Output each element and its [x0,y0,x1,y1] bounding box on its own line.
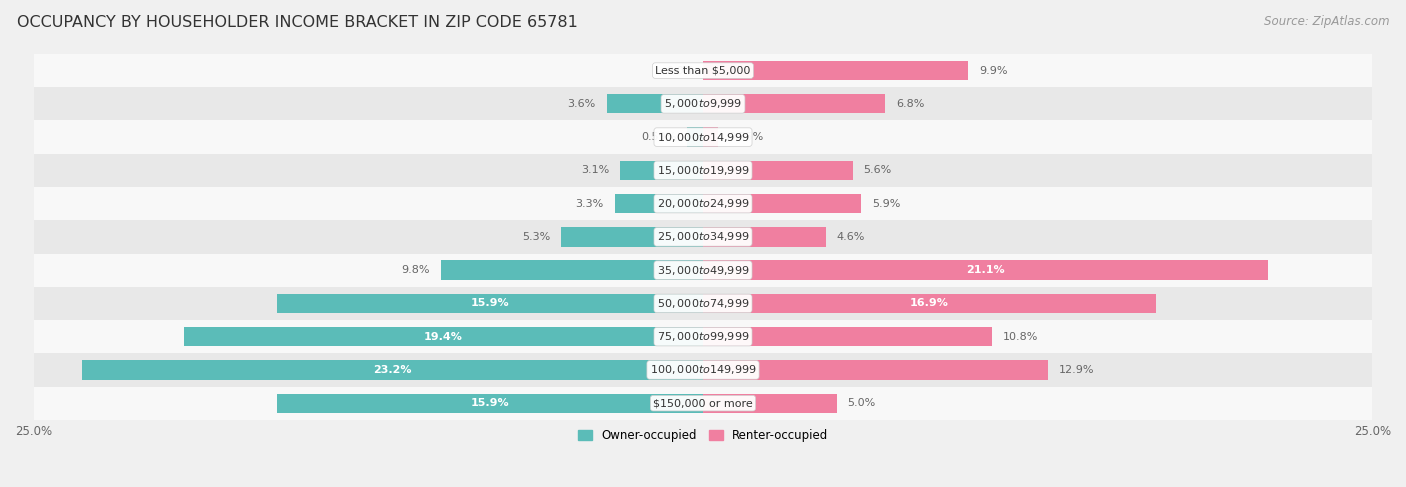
Bar [34,54,1372,87]
Text: 5.3%: 5.3% [522,232,550,242]
Bar [703,194,860,213]
Bar [34,154,1372,187]
Bar [34,120,1372,154]
Bar [34,87,1372,120]
Bar [34,287,1372,320]
Text: $10,000 to $14,999: $10,000 to $14,999 [657,131,749,144]
Bar [703,128,717,147]
Text: 19.4%: 19.4% [423,332,463,342]
Text: 9.9%: 9.9% [979,66,1007,75]
Bar [620,161,703,180]
Text: 0.55%: 0.55% [728,132,763,142]
Bar [703,61,969,80]
Text: 0.59%: 0.59% [641,132,676,142]
Bar [703,294,1156,313]
Text: 12.9%: 12.9% [1059,365,1095,375]
Text: 4.6%: 4.6% [837,232,865,242]
Bar [277,393,703,413]
Text: $20,000 to $24,999: $20,000 to $24,999 [657,197,749,210]
Bar [606,94,703,113]
Bar [34,320,1372,353]
Bar [703,393,837,413]
Bar [688,128,703,147]
Bar [34,353,1372,387]
Text: 6.8%: 6.8% [896,99,924,109]
Bar [440,261,703,280]
Text: $35,000 to $49,999: $35,000 to $49,999 [657,263,749,277]
Legend: Owner-occupied, Renter-occupied: Owner-occupied, Renter-occupied [572,424,834,447]
Text: $75,000 to $99,999: $75,000 to $99,999 [657,330,749,343]
Bar [184,327,703,346]
Text: 15.9%: 15.9% [471,398,509,408]
Bar [34,187,1372,220]
Text: Less than $5,000: Less than $5,000 [655,66,751,75]
Text: 5.9%: 5.9% [872,199,900,208]
Bar [82,360,703,379]
Text: 3.6%: 3.6% [568,99,596,109]
Bar [277,294,703,313]
Text: Source: ZipAtlas.com: Source: ZipAtlas.com [1264,15,1389,28]
Bar [703,360,1049,379]
Text: 21.1%: 21.1% [966,265,1005,275]
Text: 3.3%: 3.3% [575,199,605,208]
Bar [703,261,1268,280]
Bar [34,254,1372,287]
Text: $15,000 to $19,999: $15,000 to $19,999 [657,164,749,177]
Bar [561,227,703,246]
Text: $5,000 to $9,999: $5,000 to $9,999 [664,97,742,111]
Text: 5.6%: 5.6% [863,166,891,175]
Bar [703,94,886,113]
Text: $100,000 to $149,999: $100,000 to $149,999 [650,363,756,376]
Text: 10.8%: 10.8% [1002,332,1038,342]
Bar [614,194,703,213]
Text: 15.9%: 15.9% [471,299,509,308]
Text: 3.1%: 3.1% [581,166,609,175]
Text: 5.0%: 5.0% [848,398,876,408]
Text: 16.9%: 16.9% [910,299,949,308]
Bar [34,220,1372,254]
Text: $150,000 or more: $150,000 or more [654,398,752,408]
Bar [703,227,827,246]
Bar [703,327,993,346]
Text: $25,000 to $34,999: $25,000 to $34,999 [657,230,749,244]
Text: 23.2%: 23.2% [373,365,412,375]
Bar [34,387,1372,420]
Text: 9.8%: 9.8% [401,265,430,275]
Text: $50,000 to $74,999: $50,000 to $74,999 [657,297,749,310]
Bar [703,161,853,180]
Text: OCCUPANCY BY HOUSEHOLDER INCOME BRACKET IN ZIP CODE 65781: OCCUPANCY BY HOUSEHOLDER INCOME BRACKET … [17,15,578,30]
Text: 0.0%: 0.0% [666,66,695,75]
